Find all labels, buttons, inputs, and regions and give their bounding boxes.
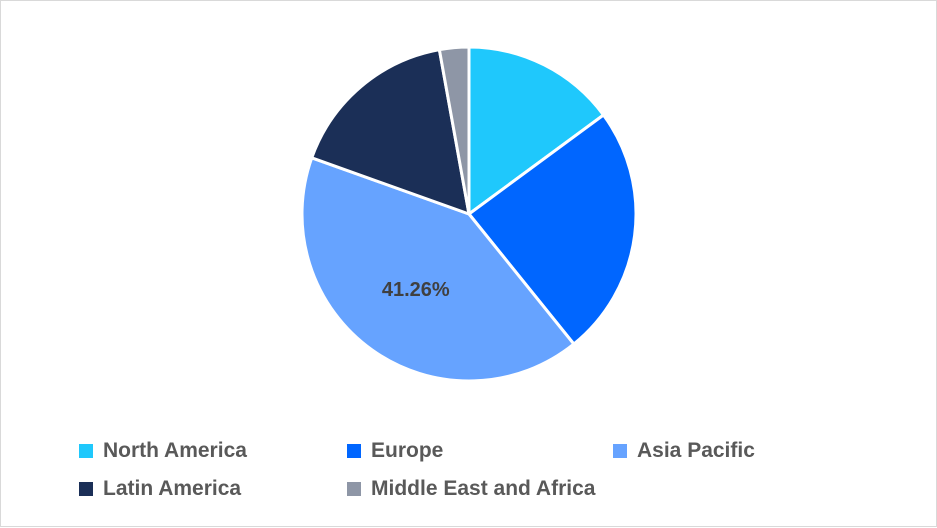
legend-item: Latin America	[79, 477, 241, 501]
pie-slice-latin-america	[309, 47, 471, 217]
legend-item: Europe	[347, 439, 443, 463]
legend-label: North America	[103, 439, 247, 462]
legend-label: Latin America	[103, 477, 242, 500]
legend-item: Middle East and Africa	[347, 477, 595, 501]
pie-slice-middle-east-and-africa	[437, 45, 471, 215]
legend-item: Asia Pacific	[613, 439, 755, 463]
legend-swatch	[79, 444, 93, 458]
legend-swatch	[347, 444, 361, 458]
pie-slice-asia-pacific	[300, 155, 576, 383]
pie-slice-europe	[466, 112, 638, 347]
legend-swatch	[347, 482, 361, 496]
legend-label: Middle East and Africa	[371, 477, 596, 500]
legend-item: North America	[79, 439, 247, 463]
legend-label: Asia Pacific	[637, 439, 755, 462]
legend-swatch	[79, 482, 93, 496]
legend-swatch	[613, 444, 627, 458]
legend-label: Europe	[371, 439, 444, 462]
pie-slice-north-america	[467, 45, 606, 217]
data-label: 41.26%	[382, 279, 450, 301]
